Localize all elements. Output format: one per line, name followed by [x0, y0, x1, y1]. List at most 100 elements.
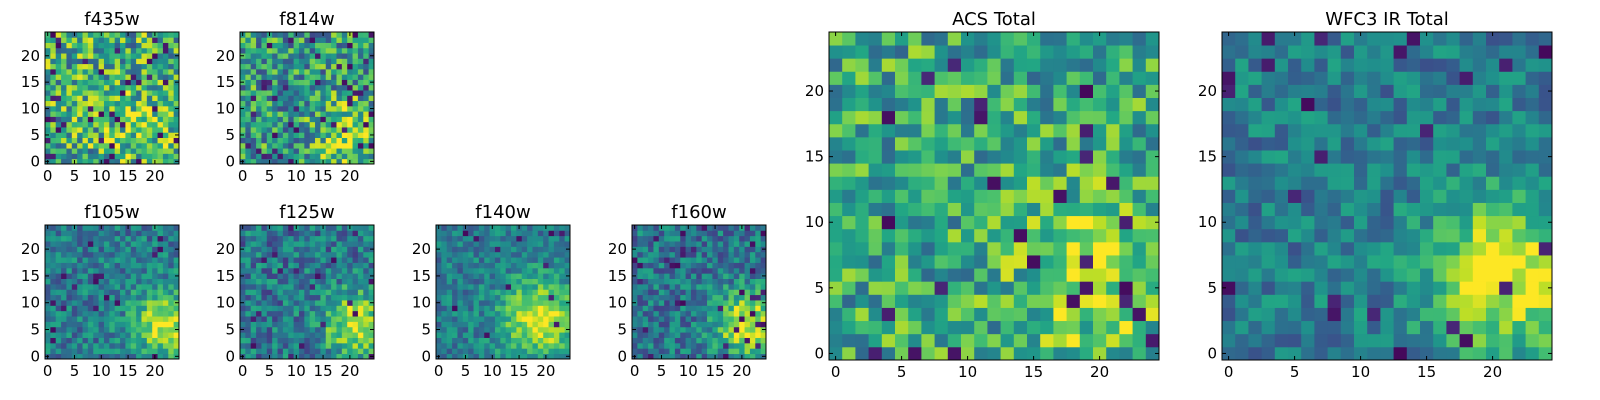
heatmap-cell: [66, 105, 73, 112]
heatmap-cell: [674, 310, 681, 317]
heatmap-cell: [250, 142, 257, 149]
heatmap-cell: [309, 116, 316, 123]
heatmap-cell: [256, 42, 262, 49]
heatmap-cell: [341, 32, 348, 38]
heatmap-cell: [717, 262, 724, 269]
heatmap-cell: [696, 273, 703, 279]
heatmap-cell: [277, 342, 284, 349]
heatmap-cell: [1013, 320, 1028, 335]
heatmap-cell: [146, 132, 153, 138]
heatmap-cell: [1472, 307, 1487, 322]
heatmap-cell: [336, 53, 343, 59]
heatmap-cell: [707, 316, 713, 322]
heatmap-cell: [908, 110, 922, 125]
heatmap-cell: [559, 321, 566, 328]
heatmap-cell: [82, 289, 89, 296]
heatmap-cell: [50, 257, 57, 263]
heatmap-cell: [1420, 346, 1434, 361]
heatmap-cell: [701, 332, 708, 338]
heatmap-cell: [320, 273, 327, 279]
heatmap-cell: [282, 348, 289, 355]
heatmap-cell: [277, 121, 284, 128]
heatmap-cell: [755, 241, 762, 247]
heatmap-cell: [829, 346, 843, 361]
heatmap-cell: [829, 32, 843, 46]
heatmap-cell: [363, 63, 370, 70]
heatmap-cell: [71, 300, 78, 306]
heatmap-cell: [82, 37, 89, 43]
heatmap-cell: [288, 262, 294, 269]
heatmap-cell: [441, 321, 448, 328]
heatmap-cell: [250, 153, 257, 160]
heatmap-cell: [245, 273, 252, 279]
heatmap-cell: [146, 278, 153, 285]
heatmap-cell: [696, 326, 703, 333]
heatmap-cell: [341, 68, 348, 75]
heatmap-cell: [157, 127, 164, 133]
heatmap-cell: [446, 278, 453, 285]
heatmap-cell: [521, 300, 528, 306]
heatmap-cell: [685, 289, 692, 296]
heatmap-cell: [895, 110, 909, 125]
heatmap-cell: [728, 326, 735, 333]
heatmap-cell: [173, 225, 180, 231]
heatmap-cell: [256, 127, 262, 133]
heatmap-cell: [462, 321, 469, 328]
heatmap-cell: [240, 316, 246, 322]
heatmap-cell: [1288, 346, 1302, 361]
heatmap-cell: [98, 300, 105, 306]
heatmap-cell: [277, 337, 284, 344]
heatmap-cell: [325, 235, 332, 242]
heatmap-cell: [55, 68, 62, 75]
heatmap-cell: [315, 127, 321, 133]
heatmap-cell: [749, 251, 756, 258]
heatmap-cell: [152, 137, 158, 144]
heatmap-cell: [87, 100, 94, 107]
heatmap-cell: [109, 294, 116, 301]
heatmap-cell: [1261, 150, 1276, 164]
heatmap-cell: [1261, 294, 1276, 308]
heatmap-cell: [1393, 163, 1408, 177]
heatmap-cell: [908, 320, 922, 335]
heatmap-cell: [120, 158, 126, 165]
heatmap-cell: [87, 305, 94, 312]
heatmap-cell: [1406, 307, 1421, 322]
heatmap-cell: [309, 142, 316, 149]
heatmap-cell: [277, 278, 284, 285]
heatmap-cell: [1446, 294, 1460, 308]
heatmap-cell: [315, 90, 321, 96]
heatmap-cell: [637, 267, 644, 274]
heatmap-cell: [564, 289, 571, 296]
heatmap-cell: [288, 47, 294, 54]
heatmap-cell: [1288, 320, 1302, 335]
heatmap-cell: [511, 326, 517, 333]
heatmap-cell: [157, 74, 164, 80]
heatmap-cell: [974, 215, 988, 230]
heatmap-cell: [1274, 333, 1289, 348]
heatmap-cell: [728, 257, 735, 263]
heatmap-cell: [1079, 268, 1094, 282]
heatmap-cell: [347, 241, 353, 247]
heatmap-cell: [934, 97, 949, 112]
heatmap-cell: [256, 90, 262, 96]
heatmap-cell: [93, 326, 99, 333]
heatmap-cell: [298, 127, 305, 133]
heatmap-cell: [141, 58, 148, 65]
heatmap-cell: [120, 148, 126, 154]
heatmap-cell: [868, 294, 883, 308]
heatmap-cell: [315, 342, 321, 349]
heatmap-cell: [829, 281, 843, 295]
x-tick-label: 5: [265, 167, 275, 185]
heatmap-cell: [712, 348, 719, 355]
heatmap-cell: [45, 63, 51, 70]
heatmap-cell: [1040, 84, 1054, 98]
heatmap-cell: [1367, 294, 1381, 308]
heatmap-cell: [55, 241, 62, 247]
heatmap-cell: [120, 316, 126, 322]
heatmap-cell: [1013, 215, 1028, 230]
heatmap-cell: [947, 84, 962, 98]
heatmap-cell: [157, 332, 164, 338]
heatmap-cell: [632, 305, 638, 312]
heatmap-cell: [1301, 150, 1315, 164]
